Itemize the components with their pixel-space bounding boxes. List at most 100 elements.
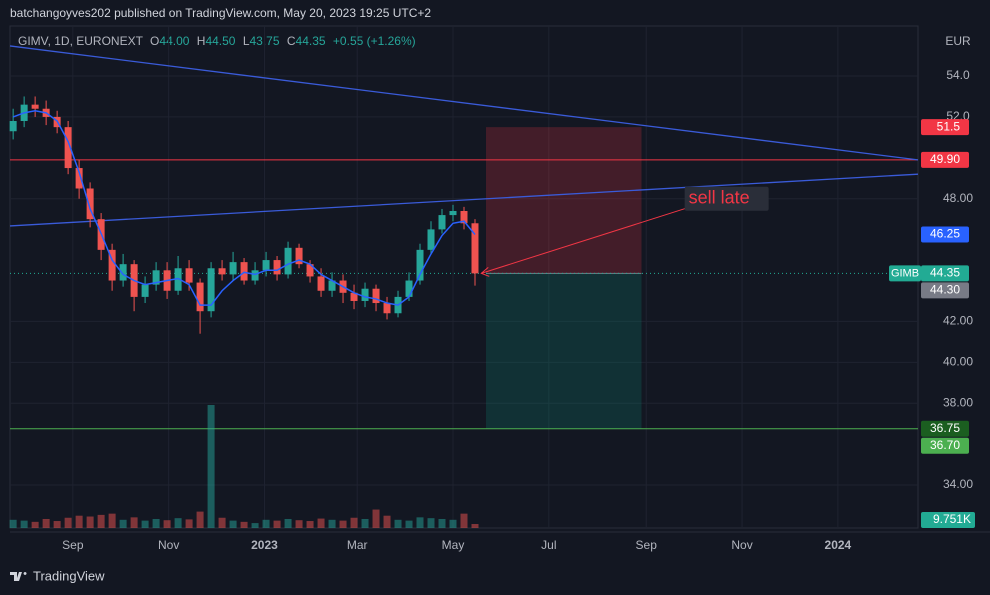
candle-body (317, 276, 325, 291)
candle-body (405, 280, 413, 297)
price-label-box (921, 437, 969, 454)
x-tick-label: Sep (62, 538, 84, 552)
volume-bar (42, 518, 50, 528)
volume-bar (438, 518, 446, 528)
volume-bar (240, 521, 248, 528)
candle-body (471, 223, 479, 274)
candle-body (251, 270, 259, 281)
x-tick-label: Nov (731, 538, 752, 552)
price-label: 36.75 (930, 421, 960, 435)
candle-body (64, 127, 72, 169)
volume-bar (141, 520, 149, 528)
footer-brand: TradingView (33, 568, 105, 583)
price-label: 44.35 (930, 266, 960, 280)
ohlc-key: O (150, 34, 159, 48)
x-tick-label: 2023 (251, 538, 278, 552)
volume-bar (229, 520, 237, 528)
y-tick-label: 40.00 (943, 355, 973, 369)
volume-bar (394, 519, 402, 528)
candle-body (460, 210, 468, 224)
volume-bar (295, 520, 303, 528)
x-tick-label: Nov (158, 538, 179, 552)
volume-bar (339, 520, 347, 528)
y-tick-label: 34.00 (943, 477, 973, 491)
volume-bar (86, 516, 94, 528)
volume-label-box (921, 512, 975, 528)
volume-bar (31, 521, 39, 528)
candle-body (427, 229, 435, 250)
annotation-box (684, 186, 769, 211)
volume-bar (284, 518, 292, 528)
volume-bar (119, 519, 127, 528)
volume-bar (97, 514, 105, 528)
candle-body (108, 249, 116, 281)
volume-bar (207, 405, 215, 528)
price-label-box (921, 282, 969, 299)
candle-body (350, 292, 358, 301)
candle-body (328, 280, 336, 291)
price-label-box (921, 265, 969, 282)
volume-bar (152, 518, 160, 528)
volume-bar (306, 521, 314, 528)
volume-bar (185, 519, 193, 528)
ohlc-key: L (243, 34, 250, 48)
y-tick-label: 54.0 (946, 68, 970, 82)
x-tick-label: May (442, 538, 465, 552)
candle-body (119, 264, 127, 281)
candle-body (262, 260, 270, 271)
volume-bar (317, 518, 325, 528)
footer-logo (10, 572, 27, 581)
candle-body (31, 104, 39, 109)
annotation-text: sell late (689, 187, 750, 207)
position-risk (485, 127, 642, 274)
volume-bar (372, 509, 380, 528)
price-tag: GIMB (891, 267, 919, 279)
volume-bar (108, 513, 116, 528)
price-label-box (921, 119, 969, 136)
volume-bar (262, 519, 270, 528)
trend-line (9, 45, 919, 161)
volume-bar (64, 517, 72, 528)
candle-body (449, 210, 457, 216)
y-tick-label: 42.00 (943, 314, 973, 328)
price-label: 44.30 (930, 283, 960, 297)
volume-bar (196, 511, 204, 528)
candle-body (9, 121, 17, 132)
volume-bar (218, 517, 226, 528)
candle-body (185, 268, 193, 283)
candle-body (361, 288, 369, 301)
volume-bar (9, 519, 17, 528)
ohlc-value: 44.35 (296, 34, 326, 48)
candle-body (240, 262, 248, 281)
volume-bar (361, 518, 369, 528)
price-label: 51.5 (937, 119, 961, 133)
candle-body (383, 303, 391, 314)
currency: EUR (945, 34, 971, 48)
volume-bar (273, 520, 281, 528)
x-tick-label: Mar (347, 538, 368, 552)
candle-body (86, 188, 94, 220)
candle-body (416, 249, 424, 281)
candle-body (306, 264, 314, 277)
ohlc-value: 44.00 (159, 34, 189, 48)
price-label: 49.90 (930, 152, 960, 166)
volume-bar (251, 523, 259, 528)
price-label-box (921, 420, 969, 437)
ohlc-value: 44.50 (205, 34, 235, 48)
volume-bar (460, 513, 468, 528)
volume-bar (130, 517, 138, 528)
price-label-box (921, 151, 969, 168)
candle-body (284, 247, 292, 275)
price-label-box (921, 226, 969, 243)
publisher: batchangoyves202 published on TradingVie… (10, 6, 431, 20)
symbol-legend: GIMV, 1D, EURONEXT O44.00 H44.50 L43.75 … (18, 34, 416, 48)
symbol: GIMV, 1D, EURONEXT (18, 34, 144, 48)
candle-body (141, 284, 149, 297)
ohlc-key: C (287, 34, 296, 48)
volume-bar (471, 524, 479, 528)
candle-body (207, 268, 215, 312)
volume-label: 9.751K (933, 512, 971, 526)
price-label: 36.70 (930, 438, 960, 452)
y-tick-label: 38.00 (943, 395, 973, 409)
